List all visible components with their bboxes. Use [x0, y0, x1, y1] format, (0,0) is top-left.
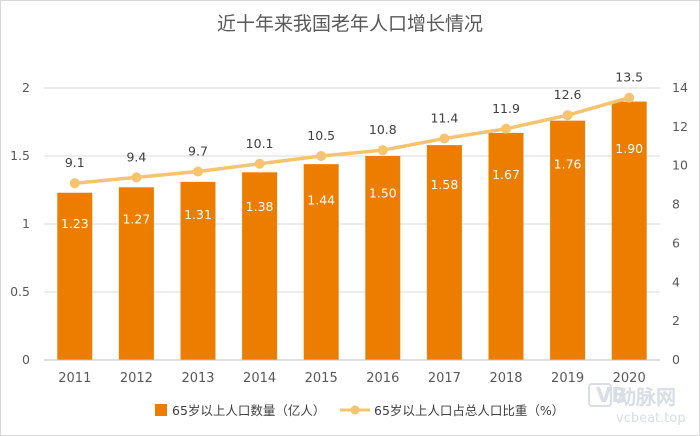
- x-tick-label: 2015: [305, 371, 338, 386]
- watermark-logo-text: 动脉网: [616, 385, 676, 409]
- x-tick-label: 2014: [243, 371, 276, 386]
- bar: [550, 120, 586, 360]
- bar: [488, 132, 524, 360]
- line-point: [254, 158, 265, 169]
- right-axis: 0 2 4 6 8 10 12 14: [672, 80, 688, 367]
- bar-data-label: 1.44: [307, 192, 335, 207]
- line-data-label: 10.8: [369, 122, 397, 137]
- x-tick-label: 2012: [120, 371, 153, 386]
- right-tick-label: 2: [672, 313, 680, 328]
- line-data-label: 9.7: [188, 144, 208, 159]
- left-tick-label: 0.5: [10, 284, 30, 299]
- right-tick-label: 8: [672, 197, 680, 212]
- x-tick-label: 2013: [181, 371, 214, 386]
- right-tick-label: 0: [672, 352, 680, 367]
- line-data-label: 12.6: [554, 87, 582, 102]
- line-series: 9.1 9.4 9.7 10.1 10.5 10.8 11.4 11.9 12.6 13.5: [65, 70, 643, 189]
- left-axis: 0 0.5 1 1.5 2: [10, 80, 30, 367]
- watermark-icon: [588, 383, 612, 407]
- watermark-icon-glyph: VB: [596, 383, 627, 407]
- left-tick-label: 1.5: [10, 148, 30, 163]
- line-point: [316, 151, 327, 161]
- left-tick-label: 1: [22, 216, 30, 231]
- bar-data-label: 1.27: [122, 211, 150, 226]
- line-point: [624, 92, 635, 103]
- bar: [303, 164, 339, 360]
- bar-data-label: 1.50: [369, 186, 397, 201]
- chart-title: 近十年来我国老年人口增长情况: [217, 13, 483, 35]
- legend-bar-swatch: [155, 404, 167, 416]
- watermark-logo: VB 动脉网 vcbeat.top: [588, 383, 686, 426]
- line-point: [193, 166, 203, 177]
- x-tick-label: 2011: [58, 371, 91, 386]
- bar-series: 1.23 1.27 1.31 1.38 1.44 1.50 1.58 1.67 1.76 1.90: [57, 101, 647, 360]
- series-line: [74, 96, 630, 185]
- line-data-label: 10.5: [307, 128, 335, 143]
- x-tick-label: 2018: [489, 371, 522, 386]
- bar-data-label: 1.23: [61, 216, 89, 231]
- legend-line-marker: [350, 405, 360, 415]
- line-point: [131, 172, 142, 183]
- legend: 65岁以上人口数量（亿人） 65岁以上人口占总人口比重（%）: [155, 403, 564, 418]
- left-tick-label: 2: [22, 80, 30, 95]
- legend-line-label: 65岁以上人口占总人口比重（%）: [374, 403, 564, 418]
- line-point: [439, 133, 450, 144]
- watermark-sub-text: vcbeat.top: [616, 411, 686, 426]
- right-tick-label: 14: [672, 80, 688, 95]
- x-tick-label: 2020: [613, 371, 646, 386]
- bar-data-label: 1.31: [184, 207, 212, 222]
- x-tick-label: 2016: [366, 371, 399, 386]
- line-data-label: 9.1: [65, 155, 85, 170]
- line-point: [377, 145, 388, 156]
- bar-data-label: 1.67: [492, 167, 520, 182]
- line-data-label: 11.4: [430, 111, 458, 126]
- bar: [57, 192, 93, 360]
- left-tick-label: 0: [22, 352, 30, 367]
- line-point: [501, 123, 511, 134]
- line-data-label: 11.9: [492, 101, 520, 116]
- line-point: [69, 178, 80, 189]
- line-data-label: 13.5: [615, 70, 643, 85]
- right-tick-label: 12: [672, 119, 688, 134]
- bar: [611, 101, 647, 360]
- bar-data-label: 1.58: [430, 177, 458, 192]
- bar: [242, 172, 278, 360]
- bar-data-label: 1.38: [246, 199, 274, 214]
- x-tick-label: 2019: [551, 371, 584, 386]
- bar: [118, 187, 154, 360]
- right-tick-label: 6: [672, 235, 680, 250]
- x-axis: 2011 2012 2013 2014 2015 2016 2017 2018 2019 2020: [44, 359, 660, 386]
- legend-bar-label: 65岁以上人口数量（亿人）: [172, 403, 325, 418]
- bar: [365, 156, 401, 360]
- line-data-label: 9.4: [126, 149, 146, 164]
- line-data-label: 10.1: [246, 136, 274, 151]
- bar-data-label: 1.76: [554, 157, 582, 172]
- right-tick-label: 4: [672, 274, 680, 289]
- right-tick-label: 10: [672, 158, 688, 173]
- bar-data-label: 1.90: [615, 141, 643, 156]
- bar: [426, 145, 462, 360]
- x-tick-label: 2017: [428, 371, 461, 386]
- line-point: [562, 110, 573, 121]
- bar: [180, 181, 216, 360]
